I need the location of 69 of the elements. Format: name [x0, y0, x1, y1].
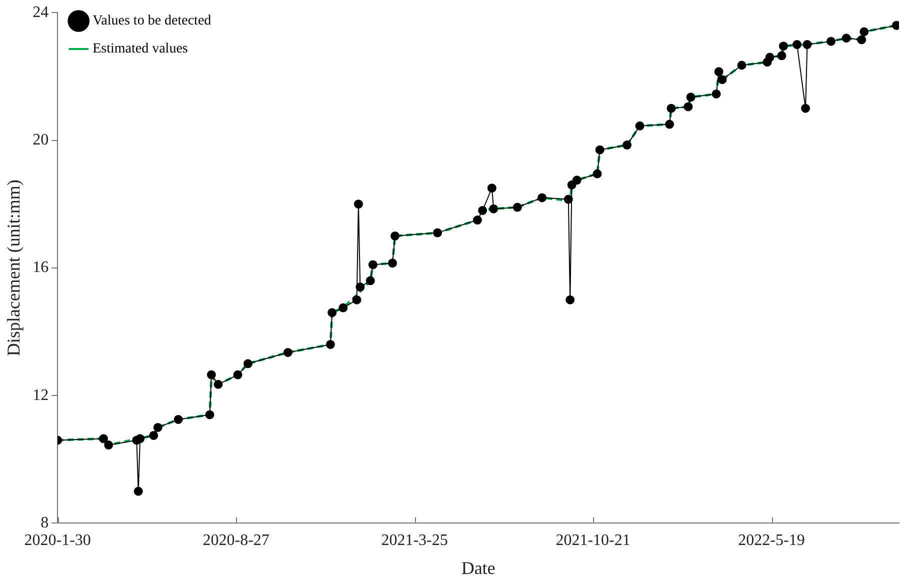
point [388, 258, 397, 268]
point [233, 370, 242, 380]
point [595, 145, 604, 154]
point [326, 340, 335, 349]
point [712, 89, 721, 98]
point [622, 140, 632, 150]
x-tick-label: 2020-1-30 [24, 532, 91, 550]
y-tick-label: 24 [32, 4, 49, 21]
point [136, 434, 145, 444]
point [214, 380, 223, 389]
legend-label: Values to be detected [92, 14, 212, 29]
point [283, 348, 292, 357]
x-tick-label: 2021-10-21 [556, 532, 630, 550]
point [564, 194, 573, 204]
point [686, 92, 696, 102]
point [778, 42, 788, 51]
point [478, 206, 488, 215]
point [826, 36, 836, 46]
point [174, 414, 183, 424]
point [765, 52, 774, 62]
point [792, 40, 802, 50]
point [356, 282, 365, 292]
point [666, 104, 676, 113]
point [134, 486, 143, 496]
point [857, 35, 866, 44]
point [354, 200, 363, 209]
point [243, 359, 252, 368]
point [104, 440, 114, 450]
point [149, 430, 158, 440]
y-tick-label: 16 [32, 259, 49, 276]
point [512, 202, 522, 212]
point [489, 204, 498, 214]
point [635, 121, 644, 130]
point [390, 231, 400, 240]
point [572, 176, 582, 185]
point [718, 75, 727, 84]
point [472, 216, 482, 225]
y-tick-label: 12 [32, 386, 49, 404]
y-tick-label: 20 [32, 131, 49, 148]
point [860, 27, 869, 36]
point [538, 193, 547, 202]
point [153, 422, 162, 432]
point [368, 260, 378, 270]
y-axis-title: Displacement (unit:mm) [4, 180, 24, 356]
point [684, 102, 693, 112]
point [842, 34, 851, 43]
point [801, 104, 810, 113]
point [714, 67, 724, 76]
legend-label: Estimated values [92, 42, 188, 57]
point [665, 120, 674, 129]
x-tick-label: 2022-5-19 [738, 532, 805, 550]
point [777, 51, 786, 60]
point [487, 184, 496, 193]
point [366, 276, 375, 286]
point [592, 169, 602, 178]
point [205, 410, 214, 420]
point [566, 295, 575, 304]
point [352, 295, 362, 304]
y-tick-label: 8 [40, 514, 49, 532]
point [328, 308, 337, 318]
point [98, 434, 108, 444]
x-tick-label: 2021-3-25 [381, 532, 448, 550]
point [206, 370, 216, 380]
point [802, 40, 812, 50]
point [338, 303, 348, 312]
point [433, 228, 442, 238]
x-tick-label: 2020-8-27 [202, 532, 270, 550]
x-axis-title: Date [461, 558, 496, 578]
point [737, 60, 746, 70]
